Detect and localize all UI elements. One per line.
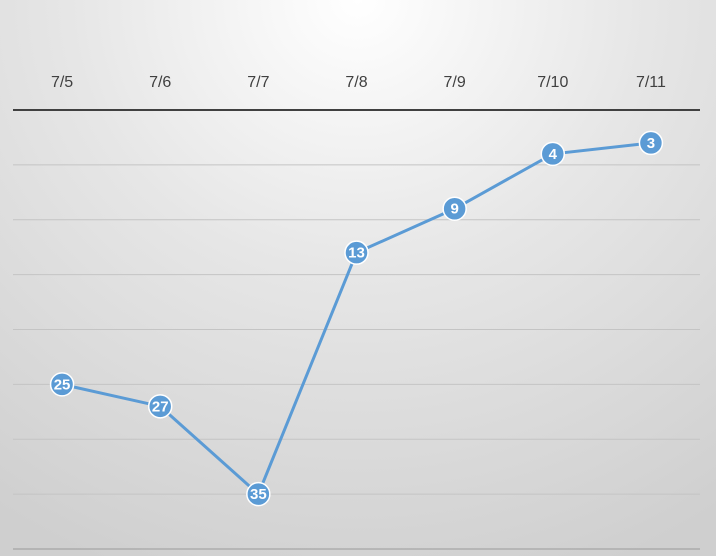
data-label: 4 [549,146,558,163]
data-label: 13 [348,245,365,262]
point [442,196,467,222]
data-label: 25 [54,376,71,393]
line [61,141,652,497]
x-tick-label: 7/10 [537,74,568,91]
data-label: 3 [647,135,655,152]
point [246,481,271,507]
x-tick-label: 7/6 [149,74,171,91]
point [638,130,664,156]
point [540,141,566,167]
x-tick-label: 7/7 [247,74,269,91]
x-tick-label: 7/5 [51,74,73,91]
x-tick-label: 7/8 [345,74,367,91]
data-label: 35 [250,486,267,503]
point [49,372,75,397]
x-tick-label: 7/9 [444,74,466,91]
x-tick-label: 7/11 [636,74,666,91]
data-label: 9 [450,201,458,218]
point [344,240,369,265]
data-label: 27 [152,398,169,415]
point [147,394,173,419]
